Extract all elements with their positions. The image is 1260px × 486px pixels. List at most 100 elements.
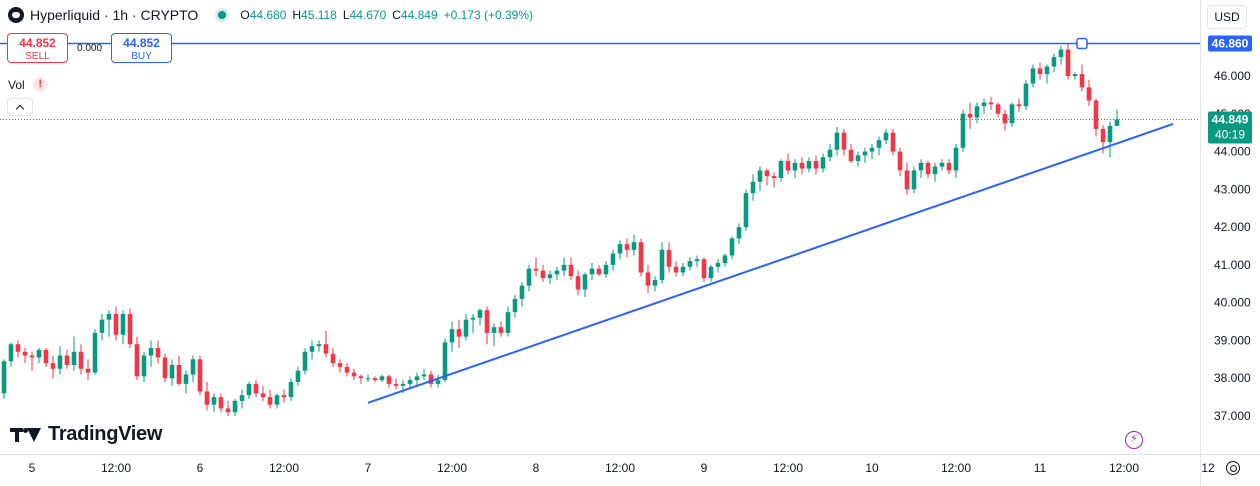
current-price-value: 44.849: [1212, 112, 1249, 126]
candle-body: [652, 280, 658, 286]
candle-body: [834, 132, 840, 150]
candle-body: [981, 102, 987, 107]
candle-body: [358, 376, 364, 379]
candle-body: [925, 162, 931, 175]
x-tick-label: 12:00: [941, 461, 971, 475]
candle-body: [526, 268, 532, 286]
currency-selector[interactable]: USD: [1207, 5, 1247, 29]
candle-body: [463, 319, 469, 337]
candle-body: [190, 359, 196, 375]
candle-body: [456, 329, 462, 337]
candle-body: [820, 157, 826, 169]
symbol-title[interactable]: Hyperliquid · 1h · CRYPTO: [30, 7, 199, 23]
candle-body: [148, 348, 154, 356]
buy-label: BUY: [131, 51, 152, 62]
collapse-legend-button[interactable]: [7, 98, 33, 116]
candle-body: [22, 351, 28, 356]
market-open-icon: [218, 11, 227, 19]
candle-body: [491, 327, 497, 333]
horizontal-line-price-label: [1208, 35, 1252, 52]
sell-button[interactable]: 44.852 SELL: [7, 33, 68, 63]
candle-body: [85, 368, 91, 373]
warning-icon[interactable]: !: [32, 77, 48, 92]
y-tick-label: 38.000: [1214, 371, 1251, 385]
candle-body: [631, 242, 637, 250]
candle-body: [673, 266, 679, 273]
buy-price: 44.852: [123, 36, 160, 50]
candle-body: [260, 393, 266, 398]
x-tick-label: 12:00: [269, 461, 299, 475]
candle-body: [337, 363, 343, 367]
bar-countdown: 40:19: [1215, 127, 1245, 141]
x-tick-label: 10: [865, 461, 879, 475]
sell-label: SELL: [25, 51, 50, 62]
candle-body: [400, 383, 406, 386]
candle-body: [806, 161, 812, 169]
candle-body: [78, 351, 84, 369]
candle-body: [1009, 104, 1015, 124]
x-tick-label: 12: [1201, 461, 1215, 475]
candle-body: [64, 355, 70, 365]
candle-body: [939, 162, 945, 167]
candle-body: [1002, 113, 1008, 124]
candle-body: [988, 102, 994, 105]
candle-body: [36, 349, 42, 358]
candle-body: [155, 348, 161, 358]
trend-line: [367, 123, 1174, 404]
candle-body: [645, 272, 651, 286]
candle-body: [99, 319, 105, 333]
candle-body: [1093, 100, 1099, 129]
candle-body: [771, 176, 777, 178]
candle-body: [1100, 128, 1106, 143]
candle-body: [1114, 119, 1120, 126]
x-tick-label: 12:00: [437, 461, 467, 475]
candle-body: [1016, 104, 1022, 107]
candle-body: [855, 155, 861, 161]
candle-body: [680, 266, 686, 273]
candle-body: [176, 365, 182, 384]
settings-gear-icon[interactable]: [1226, 461, 1240, 475]
volume-indicator[interactable]: Vol !: [8, 77, 48, 92]
candle-body: [365, 378, 371, 380]
tradingview-watermark: TradingView: [10, 423, 162, 446]
candle-body: [1051, 57, 1057, 67]
candle-body: [379, 376, 385, 381]
candle-body: [575, 276, 581, 290]
chart-legend: Hyperliquid · 1h · CRYPTO O44.680 H45.11…: [8, 7, 533, 23]
y-tick-label: 43.000: [1214, 182, 1251, 196]
watermark-text: TradingView: [48, 423, 163, 445]
candle-body: [603, 264, 609, 275]
candle-body: [204, 391, 210, 405]
candle-body: [554, 270, 560, 275]
candle-body: [386, 376, 392, 384]
x-tick-label: 9: [701, 461, 708, 475]
candle-body: [113, 314, 119, 335]
trade-panel: 44.852 SELL 0.000 44.852 BUY: [7, 33, 172, 63]
candle-body: [218, 397, 224, 409]
candle-body: [442, 342, 448, 381]
candle-body: [687, 261, 693, 267]
alert-lightning-icon[interactable]: ⚡: [1125, 431, 1143, 449]
candle-body: [869, 147, 875, 152]
buy-button[interactable]: 44.852 BUY: [111, 33, 172, 63]
candle-body: [281, 395, 287, 398]
candle-body: [757, 170, 763, 182]
candle-body: [92, 332, 98, 373]
candle-body: [897, 151, 903, 171]
candle-body: [141, 355, 147, 377]
candle-body: [533, 268, 539, 271]
ohlc-low: L44.670: [342, 8, 387, 22]
sell-price: 44.852: [19, 36, 56, 50]
y-tick-label: 41.000: [1214, 258, 1251, 272]
candle-body: [428, 374, 434, 384]
candle-body: [498, 327, 504, 333]
y-tick-label: 46.000: [1214, 69, 1251, 83]
candle-body: [596, 268, 602, 275]
candle-body: [407, 380, 413, 384]
candle-body: [316, 344, 322, 347]
candle-body: [778, 161, 784, 178]
candle-body: [911, 170, 917, 190]
candle-body: [722, 255, 728, 263]
candle-body: [827, 149, 833, 158]
